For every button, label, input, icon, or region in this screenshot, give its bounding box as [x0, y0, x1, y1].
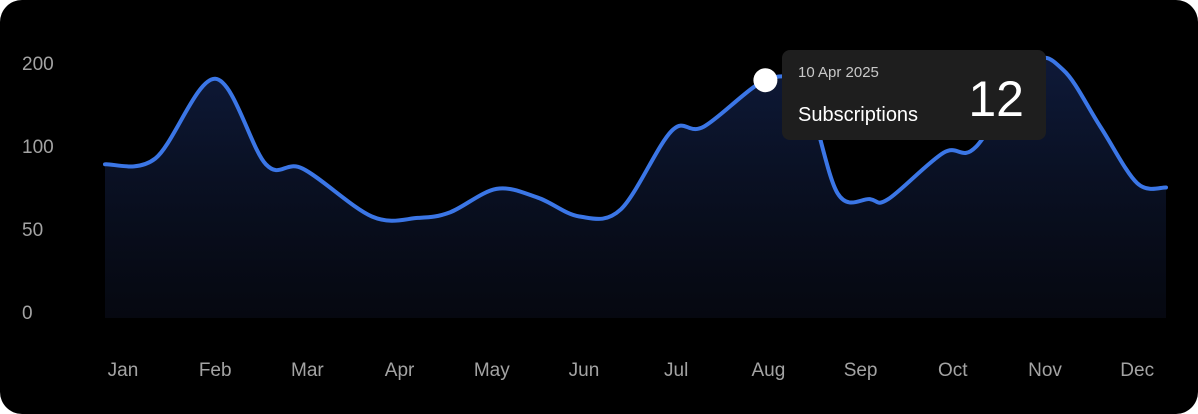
x-tick-label: Nov	[1028, 360, 1062, 381]
x-tick-label: Sep	[844, 360, 878, 381]
x-tick-label: Apr	[385, 360, 415, 381]
y-tick-label: 100	[22, 137, 54, 158]
tooltip-label: Subscriptions	[798, 104, 919, 126]
x-tick-label: Oct	[938, 360, 968, 381]
x-tick-label: Aug	[751, 360, 785, 381]
y-tick-label: 0	[22, 303, 33, 324]
x-tick-label: Feb	[199, 360, 232, 381]
tooltip-value: 12	[968, 71, 1024, 127]
x-tick-label: Jul	[664, 360, 688, 381]
x-tick-label: Jun	[569, 360, 600, 381]
tooltip-date: 10 Apr 2025	[798, 64, 879, 81]
x-tick-label: Dec	[1120, 360, 1154, 381]
x-tick-label: Mar	[291, 360, 324, 381]
y-tick-label: 50	[22, 220, 43, 241]
x-tick-label: Jan	[108, 360, 139, 381]
hover-point[interactable]	[753, 68, 778, 93]
y-tick-label: 200	[22, 54, 54, 75]
x-tick-label: May	[474, 360, 510, 381]
series-area	[105, 57, 1166, 318]
tooltip: 10 Apr 2025 Subscriptions 12	[782, 50, 1046, 140]
